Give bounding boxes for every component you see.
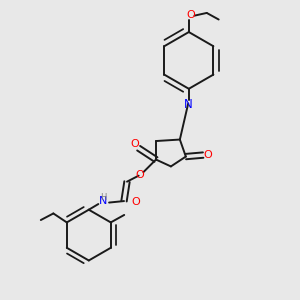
Text: N: N bbox=[99, 196, 107, 206]
Text: O: O bbox=[186, 10, 195, 20]
Text: H: H bbox=[100, 193, 106, 202]
Text: N: N bbox=[184, 98, 193, 111]
Text: O: O bbox=[204, 150, 212, 160]
Text: O: O bbox=[132, 197, 140, 207]
Text: O: O bbox=[130, 139, 139, 149]
Text: O: O bbox=[135, 170, 144, 180]
